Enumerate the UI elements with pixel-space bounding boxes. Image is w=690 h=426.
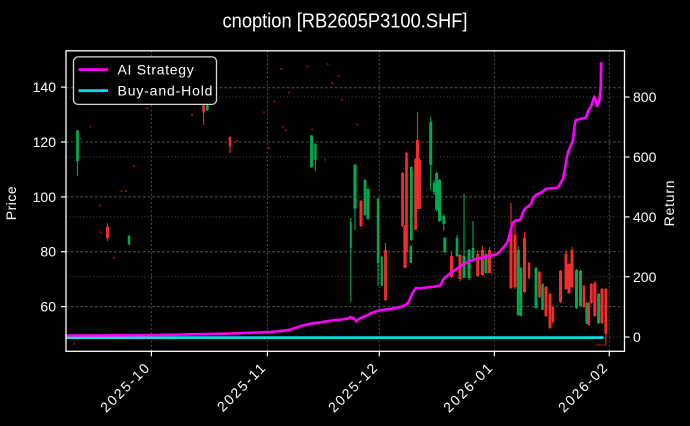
svg-text:140: 140: [33, 79, 57, 95]
svg-text:0: 0: [633, 329, 641, 345]
svg-text:cnoption [RB2605P3100.SHF]: cnoption [RB2605P3100.SHF]: [223, 11, 468, 33]
svg-text:120: 120: [33, 134, 57, 150]
svg-text:400: 400: [633, 209, 657, 225]
svg-text:80: 80: [40, 244, 56, 260]
svg-text:Price: Price: [3, 186, 19, 220]
svg-text:800: 800: [633, 89, 657, 105]
svg-text:AI Strategy: AI Strategy: [118, 61, 195, 77]
svg-text:200: 200: [633, 269, 657, 285]
svg-text:100: 100: [33, 189, 57, 205]
svg-text:600: 600: [633, 149, 657, 165]
svg-text:60: 60: [40, 299, 56, 315]
svg-text:Buy-and-Hold: Buy-and-Hold: [118, 82, 214, 98]
svg-text:Return: Return: [661, 180, 677, 227]
